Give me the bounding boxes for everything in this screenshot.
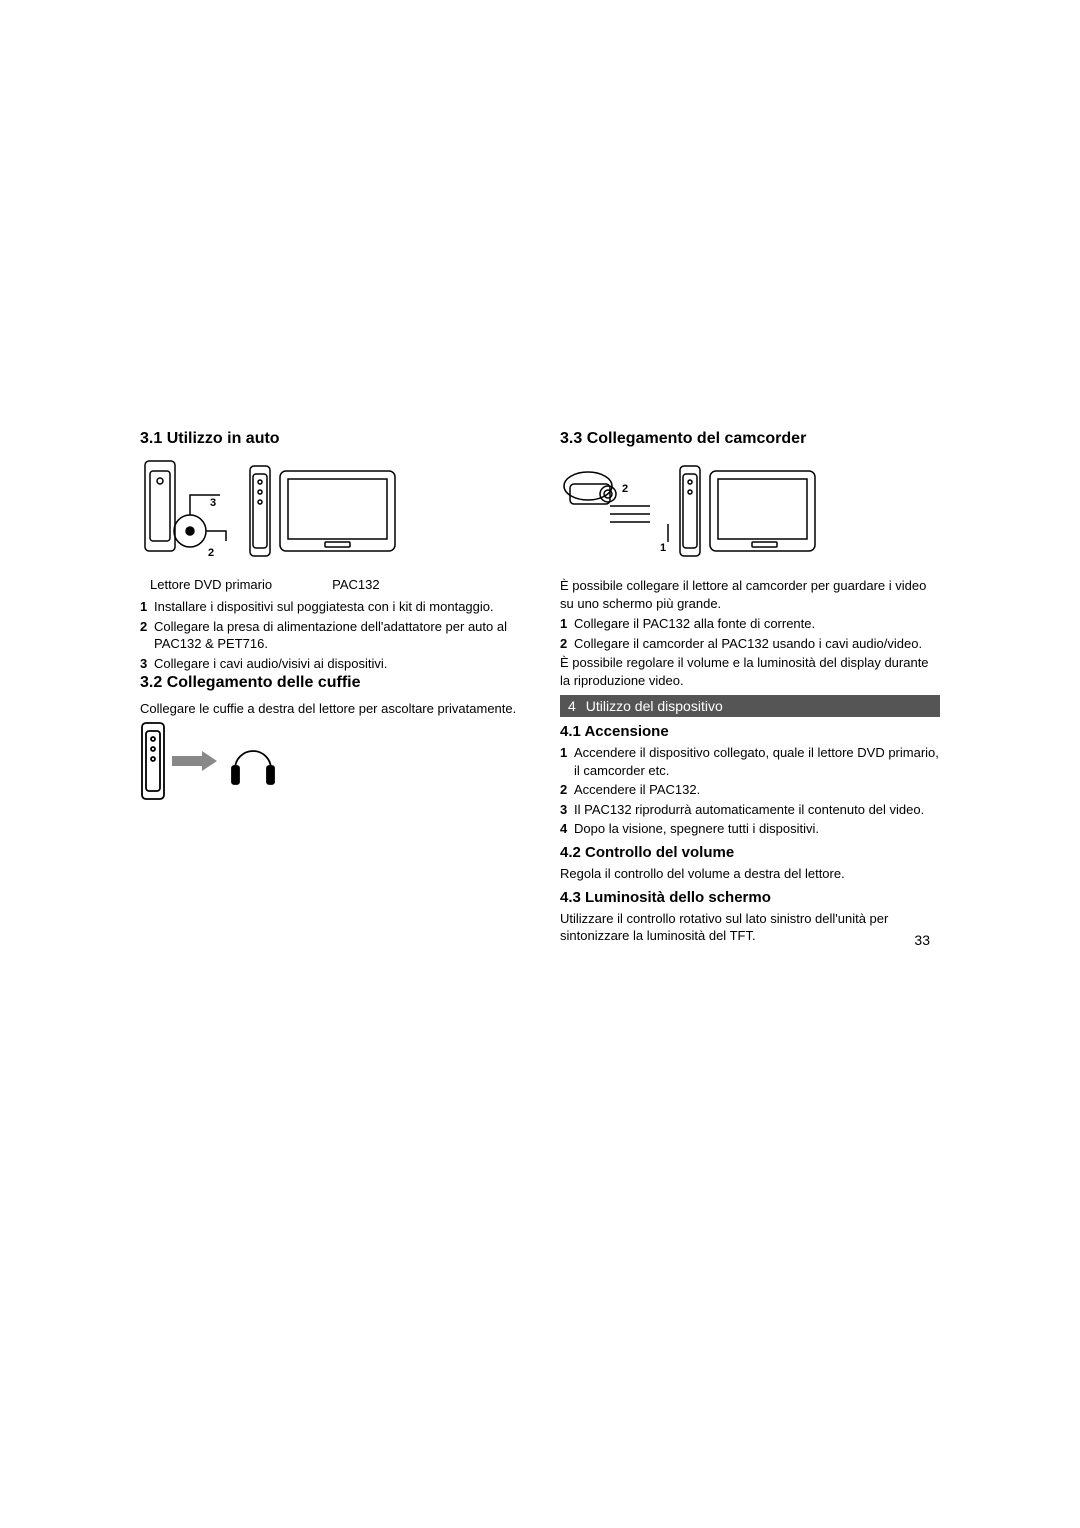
list-item: 3Il PAC132 riprodurrà automaticamente il…: [560, 801, 940, 819]
chapter-4-bar: 4 Utilizzo del dispositivo: [560, 695, 940, 717]
heading-3-2: 3.2 Collegamento delle cuffie: [140, 674, 520, 692]
steps-3-1: 1Installare i dispositivi sul poggiatest…: [140, 598, 520, 672]
intro-3-3: È possibile collegare il lettore al camc…: [560, 577, 940, 612]
list-item: 4Dopo la visione, spegnere tutti i dispo…: [560, 820, 940, 838]
outro-3-3: È possibile regolare il volume e la lumi…: [560, 654, 940, 689]
list-item: 3Collegare i cavi audio/visivi ai dispos…: [140, 655, 520, 673]
left-column: 3.1 Utilizzo in auto 3 2: [140, 430, 520, 948]
diagram-caption-row: Lettore DVD primario PAC132: [150, 577, 520, 592]
list-item: 1Accendere il dispositivo collegato, qua…: [560, 744, 940, 779]
page-number: 33: [914, 932, 930, 948]
list-item: 1Installare i dispositivi sul poggiatest…: [140, 598, 520, 616]
heading-4-3: 4.3 Luminosità dello schermo: [560, 889, 940, 906]
intro-3-2: Collegare le cuffie a destra del lettore…: [140, 700, 520, 718]
diagram-headphones: [140, 721, 520, 806]
caption-pac132: PAC132: [332, 577, 379, 592]
svg-text:2: 2: [622, 483, 628, 495]
steps-4-1: 1Accendere il dispositivo collegato, qua…: [560, 744, 940, 838]
chapter-title: Utilizzo del dispositivo: [586, 698, 723, 714]
diagram-use-in-car: 3 2: [140, 456, 520, 571]
caption-dvd-primary: Lettore DVD primario: [150, 577, 272, 592]
list-item: 2Collegare la presa di alimentazione del…: [140, 618, 520, 653]
heading-4-2: 4.2 Controllo del volume: [560, 844, 940, 861]
list-item: 2Collegare il camcorder al PAC132 usando…: [560, 635, 940, 653]
svg-text:3: 3: [210, 497, 216, 509]
list-item: 2Accendere il PAC132.: [560, 781, 940, 799]
right-column: 3.3 Collegamento del camcorder 2: [560, 430, 940, 948]
svg-text:1: 1: [660, 542, 666, 554]
list-item: 1Collegare il PAC132 alla fonte di corre…: [560, 615, 940, 633]
body-4-3: Utilizzare il controllo rotativo sul lat…: [560, 910, 940, 945]
heading-4-1: 4.1 Accensione: [560, 723, 940, 740]
svg-text:2: 2: [208, 547, 214, 559]
heading-3-3: 3.3 Collegamento del camcorder: [560, 430, 940, 448]
body-4-2: Regola il controllo del volume a destra …: [560, 865, 940, 883]
page-content: 3.1 Utilizzo in auto 3 2: [140, 430, 940, 948]
chapter-number: 4: [568, 698, 576, 714]
diagram-camcorder: 2 1: [560, 456, 940, 571]
steps-3-3: 1Collegare il PAC132 alla fonte di corre…: [560, 615, 940, 652]
heading-3-1: 3.1 Utilizzo in auto: [140, 430, 520, 448]
